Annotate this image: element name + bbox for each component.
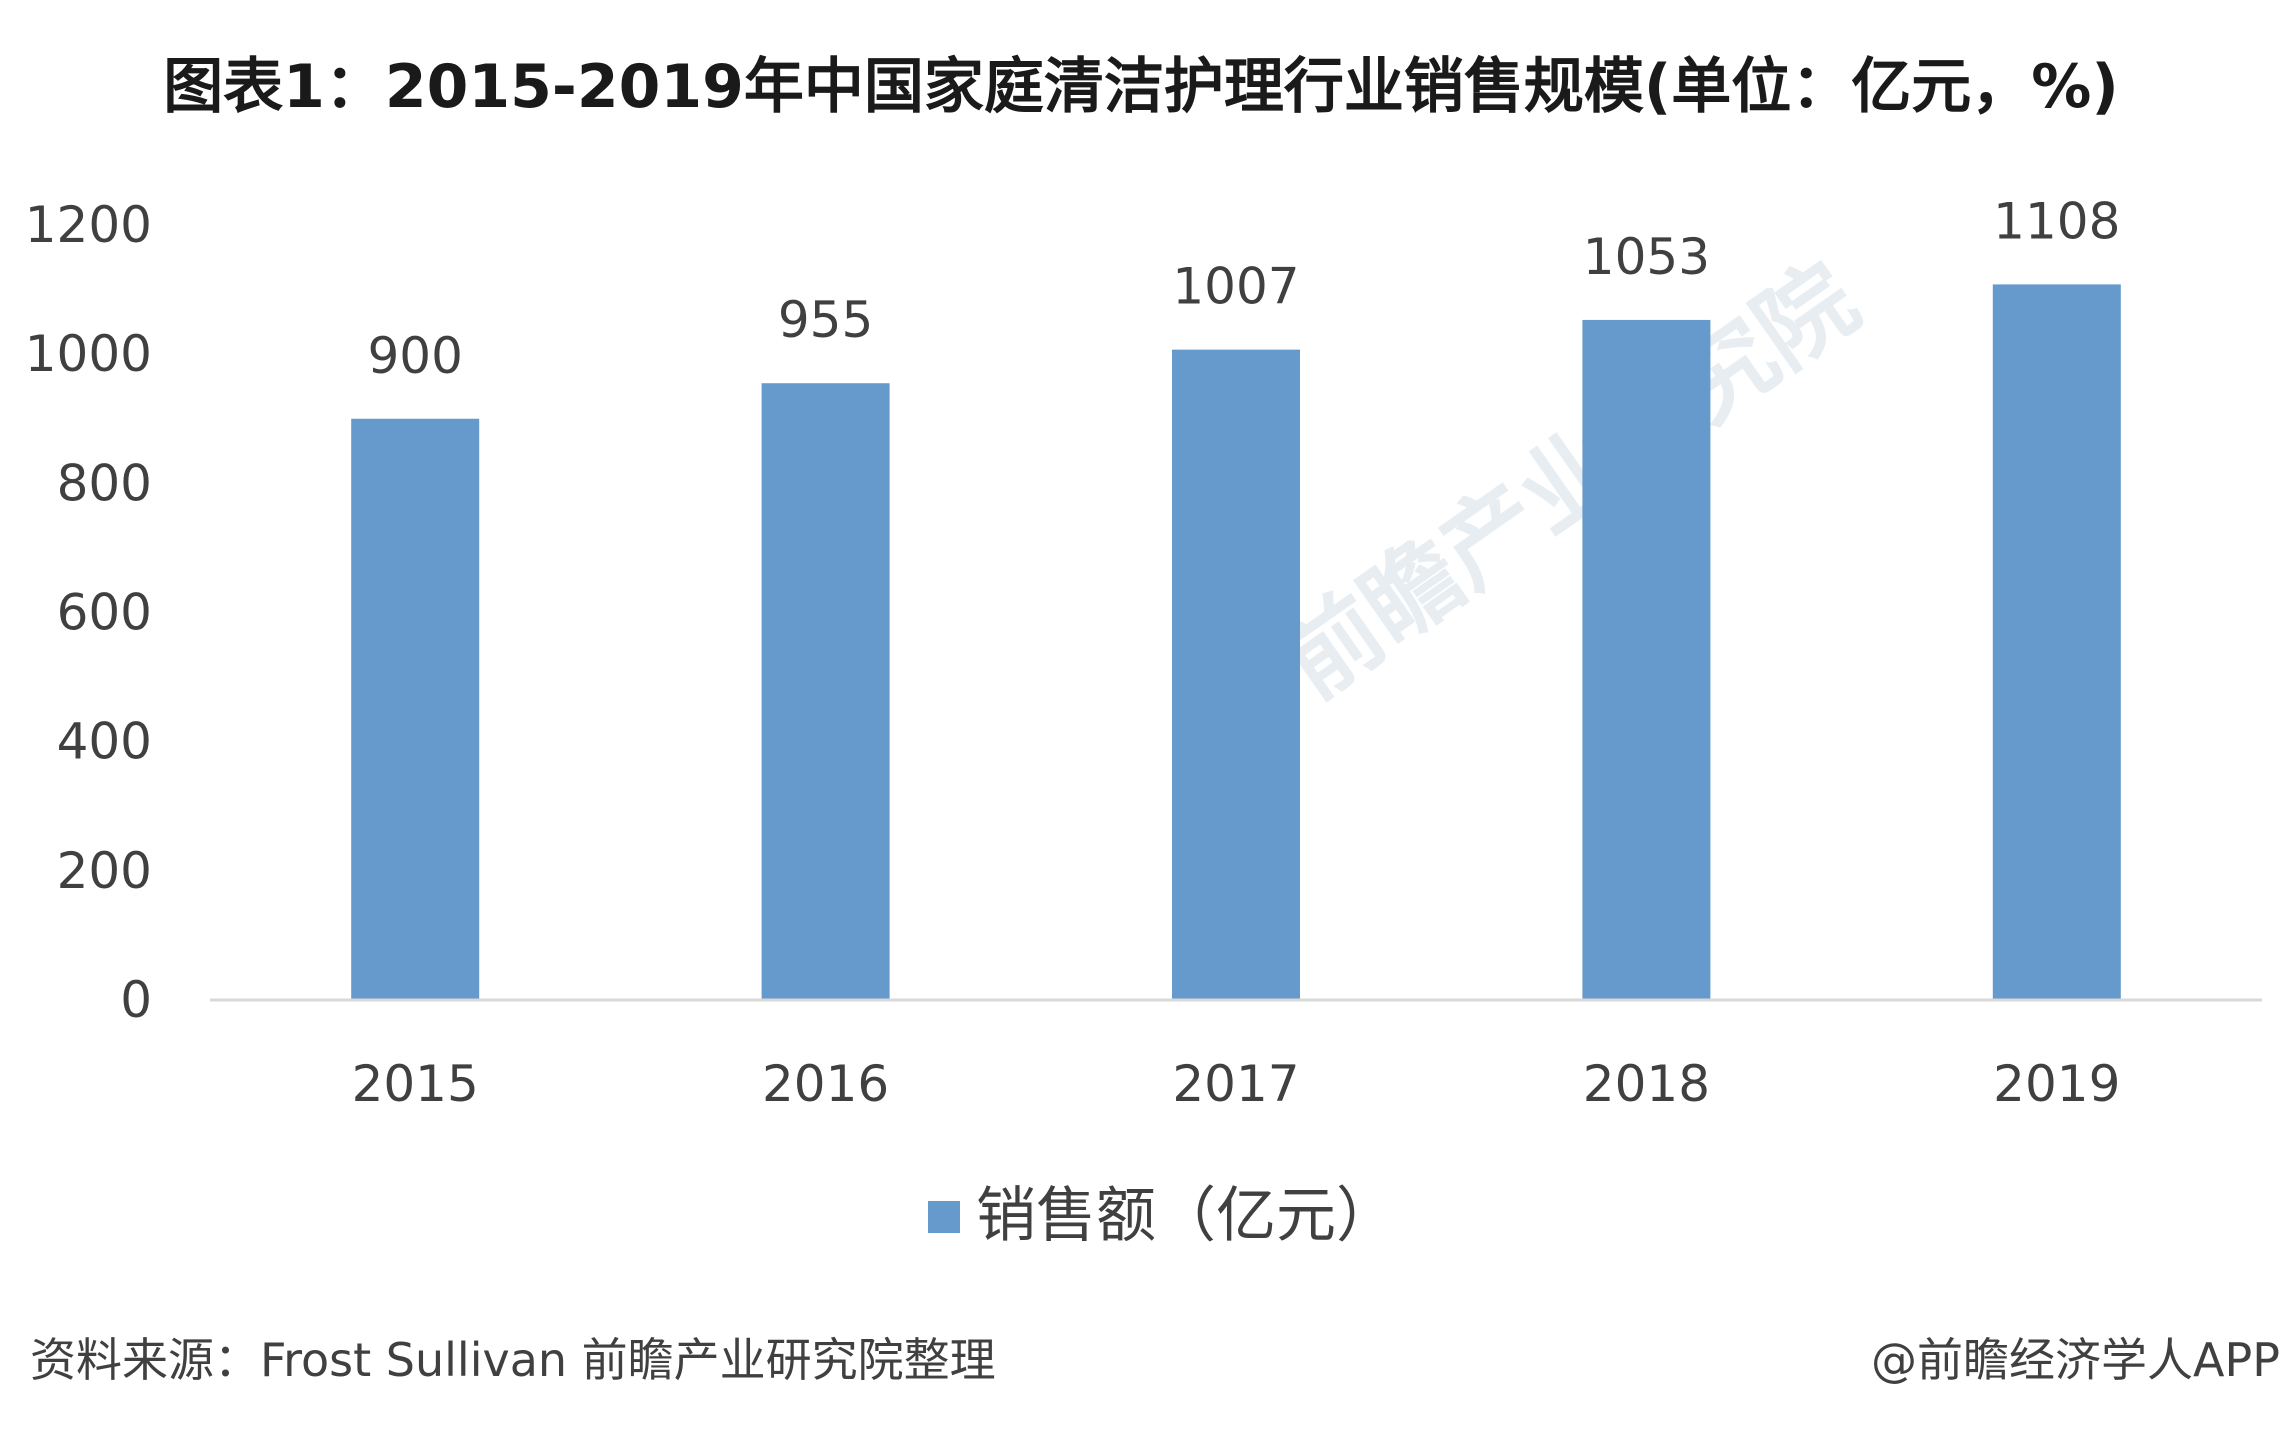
- x-tick-label: 2019: [1993, 1055, 2120, 1113]
- bar: [1582, 319, 1711, 1000]
- legend: 销售额（亿元）: [928, 1181, 1396, 1251]
- x-axis: 2015 2016 2017 2018 2019: [210, 998, 2262, 1113]
- x-tick-label: 2018: [1583, 1055, 1710, 1113]
- y-tick-label: 0: [120, 971, 152, 1029]
- y-tick-label: 1200: [25, 196, 152, 254]
- y-tick-label: 1000: [25, 325, 152, 383]
- data-label: 955: [778, 291, 873, 349]
- bars: 900 955 1007 1053 1108: [351, 192, 2121, 1001]
- legend-label: 销售额（亿元）: [976, 1181, 1396, 1251]
- y-tick-label: 600: [57, 584, 152, 642]
- data-label: 900: [367, 327, 462, 385]
- bar: [1172, 349, 1300, 1000]
- bar: [761, 383, 890, 1001]
- data-label: 1108: [1993, 192, 2120, 250]
- y-tick-label: 800: [57, 454, 152, 512]
- x-tick-label: 2016: [762, 1055, 889, 1113]
- y-axis: 0 200 400 600 800 1000 1200: [25, 196, 152, 1029]
- y-tick-label: 200: [57, 842, 152, 900]
- bar: [351, 418, 480, 1000]
- legend-swatch: [928, 1201, 960, 1233]
- bar-chart: 0 200 400 600 800 1000 1200 900 955 1007 1053 1108…: [25, 192, 2262, 1251]
- bar: [1992, 284, 2121, 1001]
- x-tick-label: 2017: [1172, 1055, 1299, 1113]
- y-tick-label: 400: [57, 713, 152, 771]
- source-note: 资料来源：Frost Sullivan 前瞻产业研究院整理: [30, 1333, 996, 1387]
- credit-note: @前瞻经济学人APP: [1871, 1333, 2280, 1387]
- data-label: 1053: [1583, 228, 1710, 286]
- x-tick-label: 2015: [352, 1055, 479, 1113]
- data-label: 1007: [1172, 258, 1299, 316]
- chart-title: 图表1：2015-2019年中国家庭清洁护理行业销售规模(单位：亿元，%): [163, 52, 2119, 122]
